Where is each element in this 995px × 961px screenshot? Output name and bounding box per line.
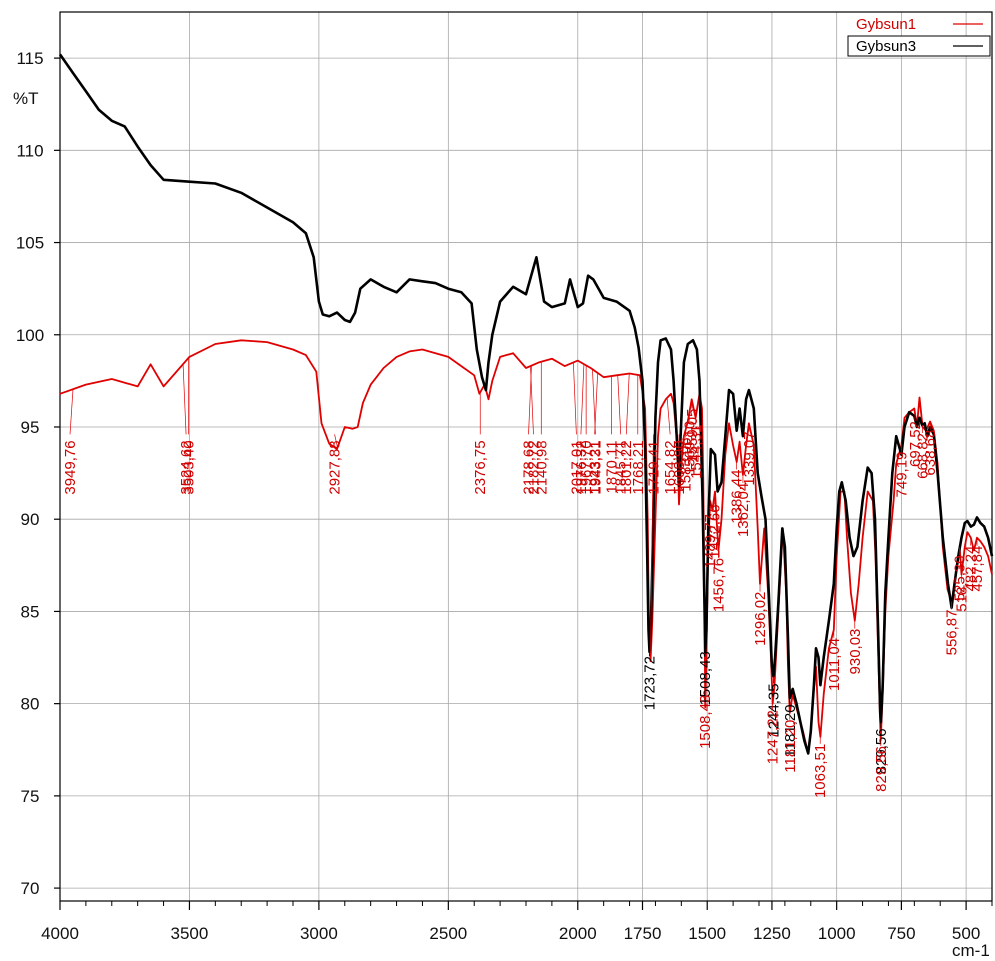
peak-label: 1845,71 [613,440,630,494]
x-axis-label: cm-1 [952,941,990,960]
x-tick-label: 500 [952,924,980,943]
peak-label: 3949,76 [62,440,79,494]
peak-label: 638,68 [922,430,939,476]
peak-leader [528,365,532,435]
peak-label: 1508,43 [697,651,714,705]
peak-label: 1608,90 [671,440,688,494]
y-tick-label: 115 [16,49,43,68]
peak-leader [69,389,74,435]
peak-leader [573,362,577,435]
y-tick-label: 105 [16,234,44,253]
peak-label: 1976,32 [573,440,590,494]
y-tick-label: 75 [21,787,40,806]
y-tick-label: 80 [21,695,40,714]
x-tick-label: 4000 [41,924,79,943]
peak-label: 1386,44 [729,470,746,524]
peak-label: 457,84 [969,546,986,592]
y-tick-label: 100 [16,326,44,345]
y-tick-label: 90 [21,510,40,529]
peak-label: 829,56 [873,728,890,774]
peak-leader [617,375,622,435]
peak-label: 556,87 [943,610,960,656]
peak-leader [666,397,671,435]
grid-lines [59,12,992,901]
peak-leader [650,434,654,660]
peak-label: 1181,20 [782,704,799,757]
peak-label: 2182,72 [526,440,543,494]
y-tick-label: 110 [16,141,43,160]
peak-label: 1923,21 [587,440,604,494]
peak-label: 1339,07 [741,431,758,485]
peak-label: 1870,11 [603,440,620,493]
peak-label: 1247,22 [765,710,782,764]
peak-label: 518, [954,583,971,612]
peak-label: 482,24 [963,546,980,592]
x-tick-label: 3000 [300,924,338,943]
peak-label: 1583,06 [678,437,695,491]
peak-label: 2017,01 [568,440,585,494]
peak-label: 930,03 [847,629,864,675]
legend: Gybsun1 Gybsun3 [847,16,991,57]
peak-label: 1559,05 [684,409,701,463]
peak-label: 1719,41 [645,440,662,494]
x-tick-label: 750 [887,924,915,943]
y-tick-label: 95 [21,418,40,437]
legend-entry-label: Gybsun1 [856,16,916,33]
peak-label: 697,52 [907,421,924,467]
x-tick-label: 1000 [818,924,856,943]
peak-leader [625,373,630,435]
peak-label: 1544,31 [688,425,705,479]
peak-label: 2178,68 [521,440,538,494]
peak-label: 3524,62 [178,440,195,494]
peak-label: 1472,66 [706,504,723,558]
peak-label: 829,56 [873,746,890,792]
legend-entry-label: Gybsun3 [856,38,916,55]
x-tick-label: 1750 [624,924,662,943]
peak-label: 1244,35 [765,683,782,737]
peak-leader [594,372,599,435]
peak-label: 1296,02 [752,592,769,646]
series-line-gybsun3 [58,53,994,755]
x-tick-label: 2500 [429,924,467,943]
peak-label: 1362,04 [735,483,752,537]
peak-label: 749,19 [894,452,911,498]
x-tick-label: 3500 [171,924,209,943]
peak-leader [182,364,187,435]
x-tick-label: 2000 [559,924,597,943]
peak-leader [334,434,338,448]
peak-label: 668,82 [914,433,931,479]
peak-label: 1801,22 [618,440,635,494]
x-tick-label: 1500 [688,924,726,943]
peak-label: 1943,31 [588,440,605,494]
peak-label: 1967,70 [578,440,595,494]
peak-label: 1654,82 [662,440,679,494]
axes: 4000 3500 3000 2500 2000 1750 1500 1250 1000 750 5… [16,49,993,943]
peak-label: 1456,76 [710,558,727,612]
peak-label: 525,30 [952,555,969,601]
y-axis-label: %T [13,89,39,108]
y-tick-label: 70 [21,879,40,898]
peak-label: 1489,77 [702,514,719,568]
peak-label: 1768,21 [630,440,647,494]
peak-label: 1011,04 [826,638,843,691]
peak-label: 2376,75 [472,440,489,494]
peak-label: 1723,72 [641,656,658,710]
y-tick-label: 85 [21,602,40,621]
peak-label: 1569,10 [681,421,698,475]
peak-label: 2927,88 [327,440,344,494]
peak-label: 1063,51 [812,744,829,798]
peak-label: 3503,40 [181,440,198,494]
peak-label: 1181,20 [782,720,799,773]
peak-leader [580,364,585,435]
legend-entry-box [847,35,991,57]
x-tick-label: 1250 [753,924,791,943]
peak-label: 1508,43 [697,695,714,749]
peak-label: 2140,98 [533,440,550,494]
